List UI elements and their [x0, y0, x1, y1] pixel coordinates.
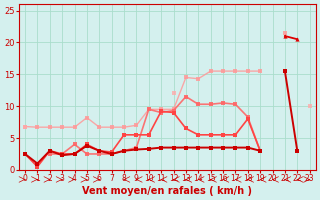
X-axis label: Vent moyen/en rafales ( km/h ): Vent moyen/en rafales ( km/h ) [82, 186, 252, 196]
